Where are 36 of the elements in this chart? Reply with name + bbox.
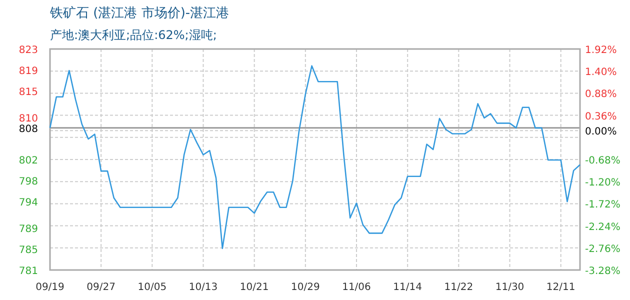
y2-tick-label: -1.20% [585,178,620,189]
y2-tick-label: -1.72% [585,200,620,211]
y2-tick-label: 1.40% [585,67,617,78]
y2-tick-label: 1.92% [585,45,617,56]
y-tick-label: 798 [18,176,38,188]
y2-tick-label: 0.88% [585,89,617,100]
chart-subtitle: 产地:澳大利亚;品位:62%;湿吨; [50,28,217,42]
y2-tick-label: -2.76% [585,244,620,255]
x-tick-label: 12/11 [546,282,576,293]
y2-tick-label: -3.28% [585,266,620,277]
y-tick-label: 794 [18,198,38,209]
y-tick-label: 789 [18,224,38,235]
x-tick-label: 11/06 [342,282,371,293]
x-tick-label: 09/19 [36,282,64,293]
y2-tick-label: -0.68% [585,156,620,166]
y-tick-label: 823 [18,45,38,56]
y-tick-label: 785 [18,244,38,256]
y-tick-label: 819 [18,66,38,78]
y-tick-label: 781 [18,266,38,277]
x-tick-label: 09/27 [86,282,116,293]
y-tick-label: 802 [18,156,38,166]
x-tick-label: 11/14 [393,282,422,293]
y-tick-label: 808 [18,124,38,135]
chart-title: 铁矿石 (湛江港 市场价)-湛江港 [49,6,230,21]
x-tick-label: 10/21 [240,282,269,293]
x-tick-label: 11/30 [495,282,524,293]
x-tick-label: 11/22 [444,282,474,293]
x-tick-label: 10/05 [138,282,167,293]
y-tick-label: 815 [18,87,38,98]
y2-tick-label: -2.24% [585,222,620,233]
y2-tick-label: 0.36% [585,111,617,122]
y2-tick-label: 0.00% [585,126,617,138]
x-tick-label: 10/29 [291,282,320,293]
x-tick-label: 10/13 [188,282,218,293]
y-tick-label: 810 [18,113,38,124]
line-series [49,65,581,250]
